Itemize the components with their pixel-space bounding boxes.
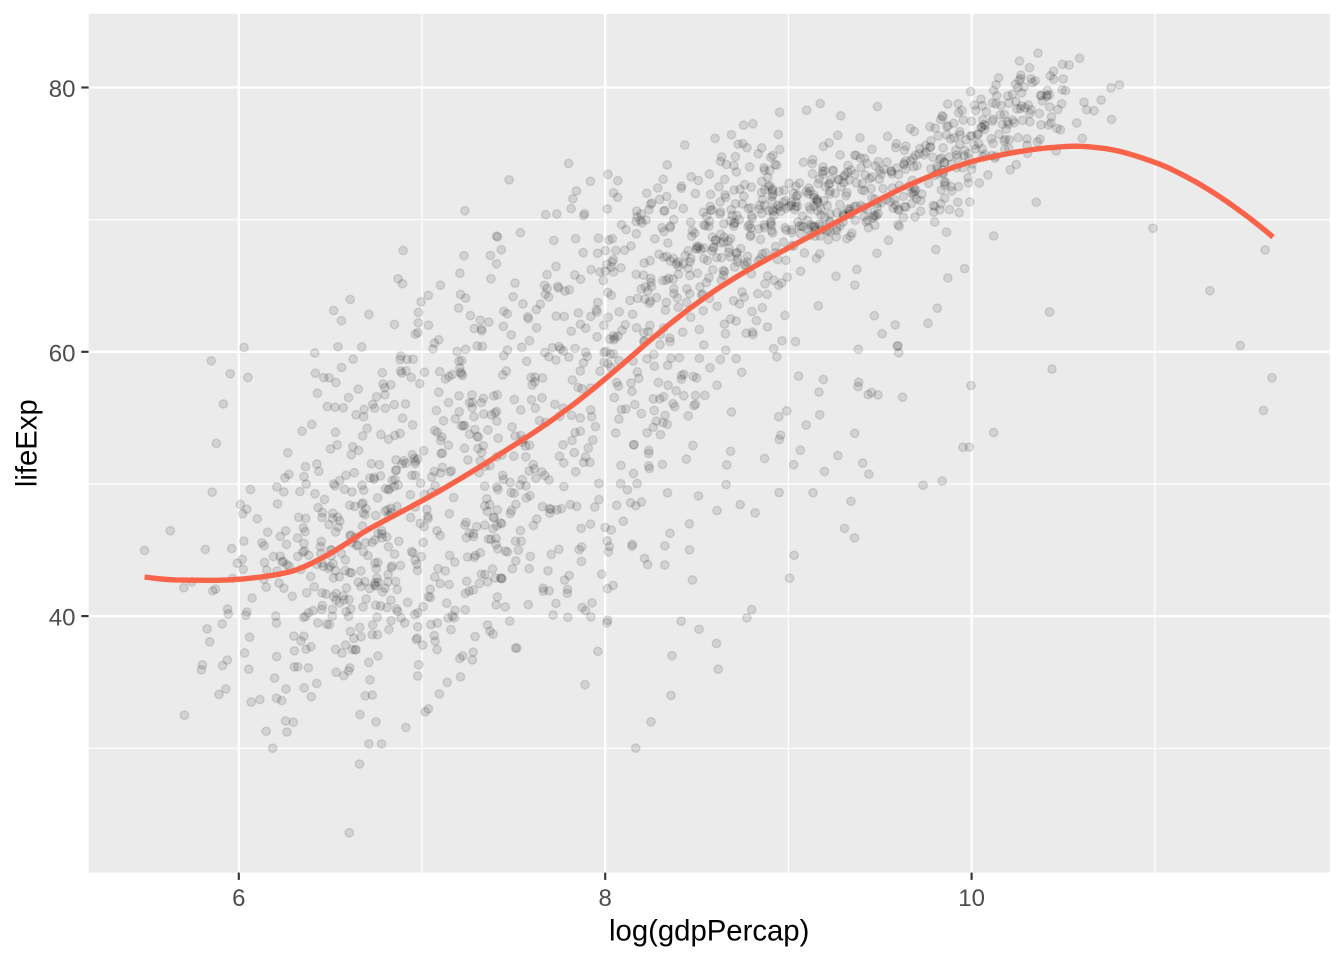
svg-text:60: 60: [49, 340, 76, 367]
svg-text:lifeExp: lifeExp: [11, 399, 44, 487]
svg-text:8: 8: [599, 885, 612, 912]
svg-text:10: 10: [958, 885, 985, 912]
svg-text:6: 6: [232, 885, 245, 912]
svg-text:80: 80: [49, 76, 76, 103]
svg-text:log(gdpPercap): log(gdpPercap): [609, 915, 809, 948]
svg-text:40: 40: [49, 605, 76, 632]
